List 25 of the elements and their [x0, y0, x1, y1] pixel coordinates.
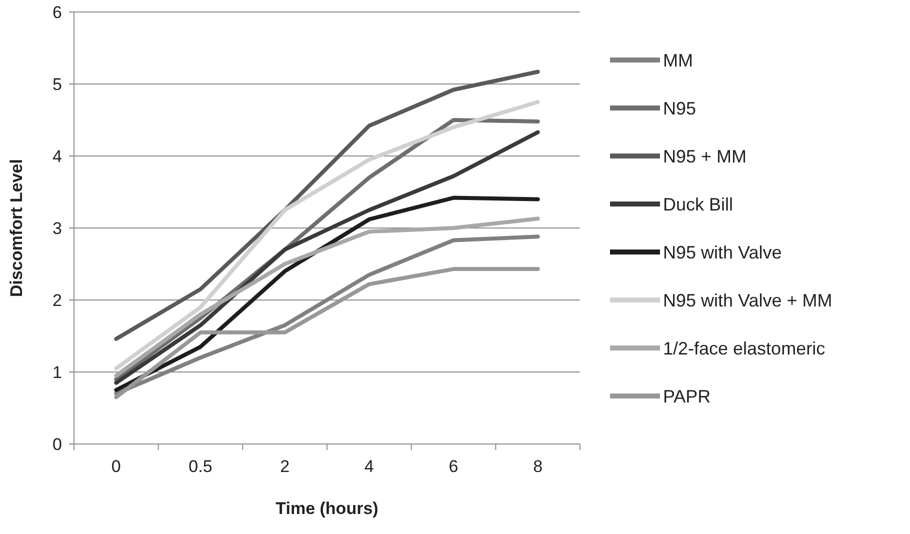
legend-label: 1/2-face elastomeric — [663, 338, 826, 358]
legend-label: N95 with Valve + MM — [663, 290, 832, 310]
legend-label: N95 with Valve — [663, 242, 782, 262]
legend-label: PAPR — [663, 386, 711, 406]
x-tick-label: 0.5 — [188, 457, 212, 476]
legend-label: MM — [663, 50, 693, 70]
legend-label: N95 + MM — [663, 146, 747, 166]
x-tick-label: 8 — [533, 457, 543, 476]
y-tick-label: 6 — [52, 2, 62, 22]
legend-label: N95 — [663, 98, 696, 118]
line-series — [114, 216, 540, 378]
y-tick-label: 3 — [52, 218, 62, 238]
legend-label: Duck Bill — [663, 194, 734, 214]
y-tick-label: 5 — [52, 74, 62, 94]
y-tick-label: 2 — [52, 290, 62, 310]
x-tick-label: 4 — [364, 457, 374, 476]
y-tick-label: 4 — [52, 146, 62, 166]
y-axis-title: Discomfort Level — [7, 159, 26, 297]
y-tick-label: 1 — [52, 362, 62, 382]
line-series — [114, 70, 540, 341]
x-axis-title: Time (hours) — [276, 499, 378, 518]
y-tick-label: 0 — [52, 434, 62, 454]
x-tick-label: 0 — [111, 457, 121, 476]
x-tick-label: 6 — [448, 457, 458, 476]
x-tick-label: 2 — [280, 457, 290, 476]
